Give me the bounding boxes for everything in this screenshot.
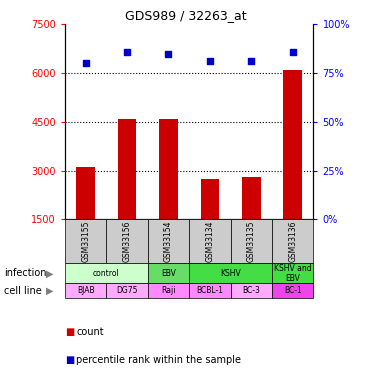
Text: ■: ■	[65, 327, 74, 337]
Text: GDS989 / 32263_at: GDS989 / 32263_at	[125, 9, 246, 22]
Text: DG75: DG75	[116, 286, 138, 295]
Text: GSM33136: GSM33136	[288, 220, 297, 262]
Text: ■: ■	[65, 355, 74, 365]
Bar	[201, 179, 219, 219]
Text: BCBL-1: BCBL-1	[196, 286, 223, 295]
Text: ▶: ▶	[46, 268, 54, 278]
Bar	[159, 118, 178, 219]
Text: EBV: EBV	[161, 269, 176, 278]
Text: GSM33156: GSM33156	[122, 220, 132, 262]
Text: KSHV: KSHV	[220, 269, 241, 278]
Point	[83, 60, 89, 66]
Text: GSM33155: GSM33155	[81, 220, 90, 262]
Text: control: control	[93, 269, 120, 278]
Text: GSM33135: GSM33135	[247, 220, 256, 262]
Text: infection: infection	[4, 268, 46, 278]
Text: percentile rank within the sample: percentile rank within the sample	[76, 355, 241, 365]
Point	[207, 58, 213, 64]
Text: BC-1: BC-1	[284, 286, 302, 295]
Point	[124, 49, 130, 55]
Point	[290, 49, 296, 55]
Bar	[118, 118, 137, 219]
Text: BC-3: BC-3	[242, 286, 260, 295]
Text: ▶: ▶	[46, 286, 54, 296]
Text: GSM33154: GSM33154	[164, 220, 173, 262]
Text: cell line: cell line	[4, 286, 42, 296]
Text: GSM33134: GSM33134	[206, 220, 214, 262]
Bar	[242, 177, 261, 219]
Text: BJAB: BJAB	[77, 286, 95, 295]
Point	[249, 58, 255, 64]
Bar	[283, 70, 302, 219]
Point	[165, 51, 171, 57]
Text: KSHV and
EBV: KSHV and EBV	[274, 264, 312, 283]
Bar	[76, 167, 95, 219]
Text: count: count	[76, 327, 104, 337]
Text: Raji: Raji	[161, 286, 176, 295]
